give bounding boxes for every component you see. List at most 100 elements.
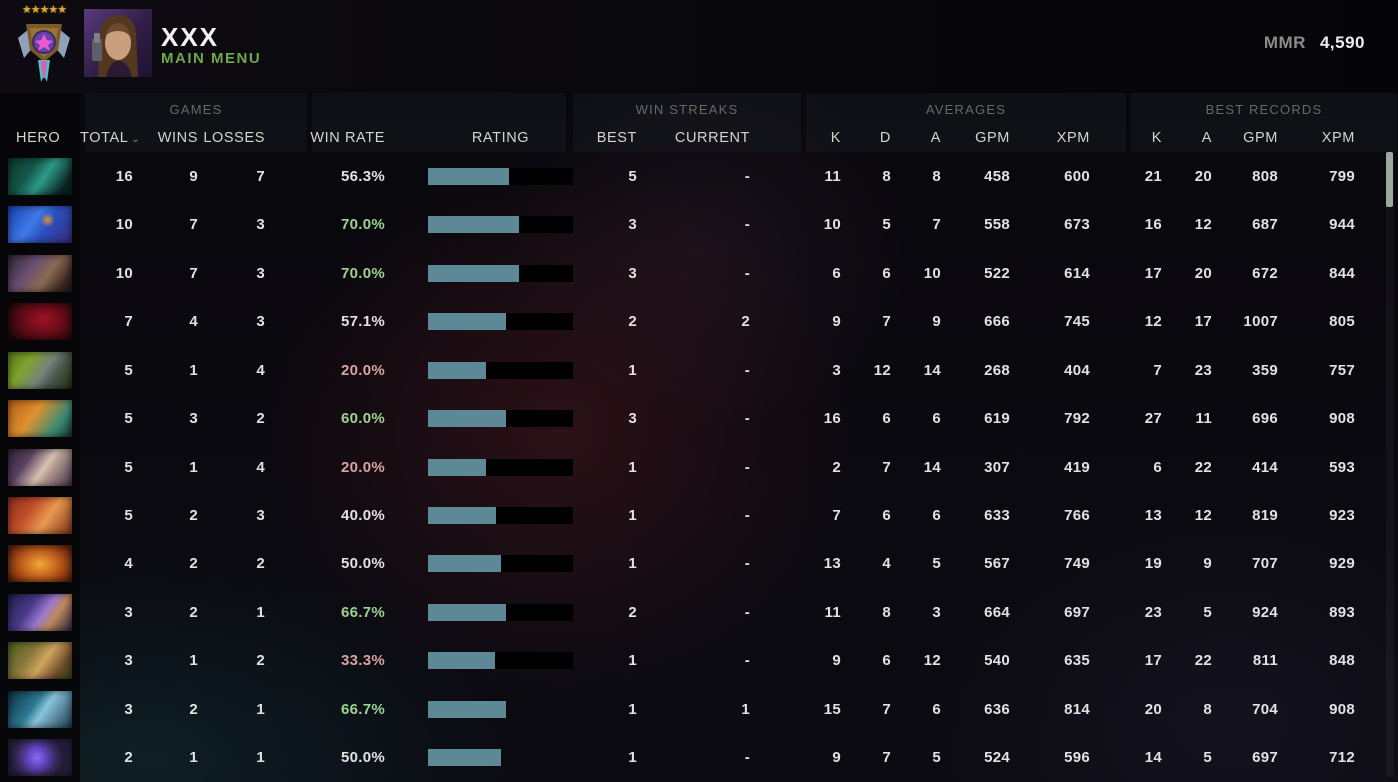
table-row[interactable]: 10 7 3 70.0% 3 - 6 6 10 522 614 17 20 67… xyxy=(0,249,1398,297)
cell-avg-xpm: 745 xyxy=(1064,313,1090,331)
cell-avg-xpm: 596 xyxy=(1064,749,1090,767)
cell-win-rate: 20.0% xyxy=(340,361,385,379)
column-header-rating[interactable]: RATING xyxy=(471,130,530,146)
cell-win-rate: 56.3% xyxy=(340,167,385,185)
cell-streak-current: - xyxy=(744,652,750,670)
cell-avg-xpm: 749 xyxy=(1064,555,1090,573)
column-header-wins[interactable]: WINS xyxy=(157,130,198,146)
cell-avg-k: 10 xyxy=(823,216,841,234)
cell-br-k: 13 xyxy=(1144,507,1162,525)
cell-losses: 7 xyxy=(256,167,265,185)
cell-br-a: 12 xyxy=(1194,216,1212,234)
cell-total: 16 xyxy=(115,167,133,185)
column-header-br-gpm[interactable]: GPM xyxy=(1243,130,1278,146)
column-header-total[interactable]: TOTAL ⌄ xyxy=(80,130,141,146)
cell-win-rate: 57.1% xyxy=(340,313,385,331)
cell-br-xpm: 893 xyxy=(1329,603,1355,621)
cell-streak-current: - xyxy=(744,749,750,767)
column-header-br-k[interactable]: K xyxy=(1151,130,1162,146)
column-header-losses[interactable]: LOSSES xyxy=(203,130,265,146)
table-row[interactable]: 3 2 1 66.7% 1 1 15 7 6 636 814 20 8 704 … xyxy=(0,685,1398,733)
table-row[interactable]: 10 7 3 70.0% 3 - 10 5 7 558 673 16 12 68… xyxy=(0,200,1398,248)
rating-bar-fill xyxy=(428,458,486,476)
rank-emblem[interactable]: ★★★★★ xyxy=(12,4,76,90)
cell-avg-a: 14 xyxy=(923,361,941,379)
cell-wins: 1 xyxy=(189,458,198,476)
rating-bar-fill xyxy=(428,216,519,234)
cell-br-k: 27 xyxy=(1144,410,1162,428)
cell-streak-best: 1 xyxy=(628,700,637,718)
cell-total: 3 xyxy=(124,700,133,718)
cell-br-a: 8 xyxy=(1203,700,1212,718)
scrollbar-track[interactable] xyxy=(1386,152,1394,777)
cell-losses: 2 xyxy=(256,555,265,573)
cell-losses: 1 xyxy=(256,700,265,718)
column-header-win-rate[interactable]: WIN RATE xyxy=(310,130,385,146)
cell-avg-xpm: 673 xyxy=(1064,216,1090,234)
table-row[interactable]: 2 1 1 50.0% 1 - 9 7 5 524 596 14 5 697 7… xyxy=(0,734,1398,782)
column-header-avg-a[interactable]: A xyxy=(930,130,941,146)
cell-avg-a: 12 xyxy=(923,652,941,670)
cell-streak-current: - xyxy=(744,507,750,525)
cell-avg-d: 7 xyxy=(882,313,891,331)
cell-streak-best: 1 xyxy=(628,749,637,767)
avatar-portrait-icon xyxy=(84,9,152,77)
cell-avg-gpm: 558 xyxy=(984,216,1010,234)
cell-br-xpm: 712 xyxy=(1329,749,1355,767)
rating-bar xyxy=(428,603,573,621)
cell-wins: 3 xyxy=(189,410,198,428)
cell-br-a: 23 xyxy=(1194,361,1212,379)
cell-total: 5 xyxy=(124,458,133,476)
table-row[interactable]: 3 1 2 33.3% 1 - 9 6 12 540 635 17 22 811… xyxy=(0,637,1398,685)
hero-portrait-purple-orb-warden xyxy=(8,739,72,777)
cell-avg-k: 2 xyxy=(832,458,841,476)
cell-streak-current: - xyxy=(744,216,750,234)
cell-avg-a: 6 xyxy=(932,410,941,428)
streaks-panel xyxy=(573,93,801,152)
cell-avg-gpm: 522 xyxy=(984,264,1010,282)
rate-panel xyxy=(312,93,566,152)
cell-avg-xpm: 792 xyxy=(1064,410,1090,428)
column-header-br-xpm[interactable]: XPM xyxy=(1321,130,1355,146)
column-header-best[interactable]: BEST xyxy=(596,130,637,146)
cell-win-rate: 20.0% xyxy=(340,458,385,476)
top-bar: ★★★★★ XXX MA xyxy=(0,0,1398,93)
cell-win-rate: 33.3% xyxy=(340,652,385,670)
scrollbar-thumb[interactable] xyxy=(1386,152,1393,207)
column-header-avg-d[interactable]: D xyxy=(879,130,891,146)
hero-portrait-blue-faerie xyxy=(8,206,72,244)
main-menu-button[interactable]: MAIN MENU xyxy=(161,50,262,67)
column-header-avg-k[interactable]: K xyxy=(830,130,841,146)
rating-bar xyxy=(428,555,573,573)
hero-portrait-fire-rider xyxy=(8,545,72,583)
cell-avg-gpm: 540 xyxy=(984,652,1010,670)
cell-br-xpm: 944 xyxy=(1329,216,1355,234)
cell-avg-d: 6 xyxy=(882,507,891,525)
column-header-avg-gpm[interactable]: GPM xyxy=(975,130,1010,146)
table-row[interactable]: 4 2 2 50.0% 1 - 13 4 5 567 749 19 9 707 … xyxy=(0,540,1398,588)
cell-avg-d: 4 xyxy=(882,555,891,573)
rating-bar-fill xyxy=(428,652,496,670)
cell-avg-gpm: 307 xyxy=(984,458,1010,476)
cell-total: 3 xyxy=(124,652,133,670)
cell-br-xpm: 929 xyxy=(1329,555,1355,573)
table-row[interactable]: 7 4 3 57.1% 2 2 9 7 9 666 745 12 17 1007… xyxy=(0,297,1398,345)
table-row[interactable]: 5 1 4 20.0% 1 - 2 7 14 307 419 6 22 414 … xyxy=(0,443,1398,491)
cell-losses: 2 xyxy=(256,652,265,670)
table-row[interactable]: 5 3 2 60.0% 3 - 16 6 6 619 792 27 11 696… xyxy=(0,394,1398,442)
table-row[interactable]: 16 9 7 56.3% 5 - 11 8 8 458 600 21 20 80… xyxy=(0,152,1398,200)
column-header-br-a[interactable]: A xyxy=(1201,130,1212,146)
cell-avg-gpm: 633 xyxy=(984,507,1010,525)
column-header-hero[interactable]: HERO xyxy=(16,130,61,146)
column-header-current[interactable]: CURRENT xyxy=(674,130,750,146)
player-avatar[interactable] xyxy=(84,9,152,77)
cell-total: 7 xyxy=(124,313,133,331)
column-header-avg-xpm[interactable]: XPM xyxy=(1056,130,1090,146)
cell-br-xpm: 848 xyxy=(1329,652,1355,670)
table-row[interactable]: 5 1 4 20.0% 1 - 3 12 14 268 404 7 23 359… xyxy=(0,346,1398,394)
table-row[interactable]: 3 2 1 66.7% 2 - 11 8 3 664 697 23 5 924 … xyxy=(0,588,1398,636)
cell-streak-best: 3 xyxy=(628,264,637,282)
cell-streak-current: - xyxy=(744,555,750,573)
table-row[interactable]: 5 2 3 40.0% 1 - 7 6 6 633 766 13 12 819 … xyxy=(0,491,1398,539)
cell-avg-a: 8 xyxy=(932,167,941,185)
